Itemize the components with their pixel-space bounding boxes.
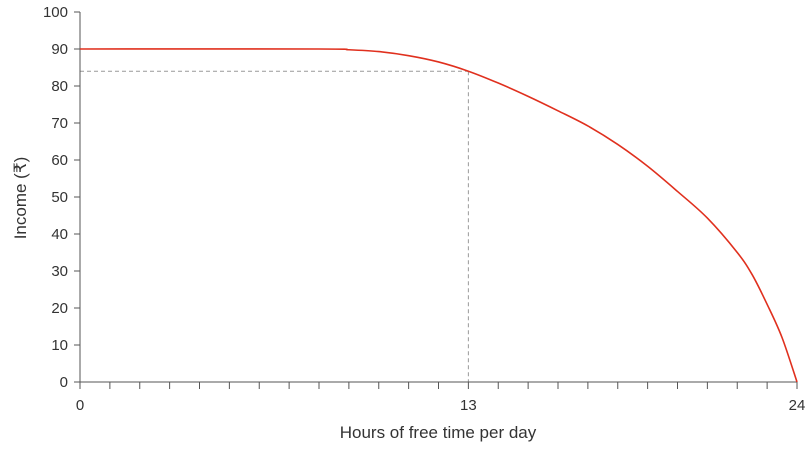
y-tick-label: 70 bbox=[51, 115, 68, 132]
x-tick-label: 0 bbox=[76, 397, 84, 414]
y-tick-label: 10 bbox=[51, 337, 68, 354]
y-tick-label: 90 bbox=[51, 41, 68, 58]
series-group bbox=[79, 48, 798, 383]
y-tick-label: 60 bbox=[51, 152, 68, 169]
y-tick-label: 40 bbox=[51, 226, 68, 243]
y-tick-label: 50 bbox=[51, 189, 68, 206]
y-tick-label: 30 bbox=[51, 263, 68, 280]
y-tick-label: 20 bbox=[51, 300, 68, 317]
x-axis-label: Hours of free time per day bbox=[340, 423, 537, 442]
reference-lines bbox=[80, 70, 469, 382]
x-tick-labels: 0 13 24 bbox=[76, 397, 806, 414]
axes bbox=[74, 11, 798, 389]
y-tick-labels: 0 10 20 30 40 50 60 70 80 90 100 bbox=[43, 4, 68, 391]
y-axis-label: Income (₹) bbox=[11, 157, 30, 240]
x-tick-label: 24 bbox=[789, 397, 806, 414]
y-tick-label: 80 bbox=[51, 78, 68, 95]
x-tick-label: 13 bbox=[460, 397, 477, 414]
y-tick-label: 0 bbox=[60, 374, 68, 391]
y-tick-label: 100 bbox=[43, 4, 68, 21]
series-line bbox=[79, 48, 798, 383]
